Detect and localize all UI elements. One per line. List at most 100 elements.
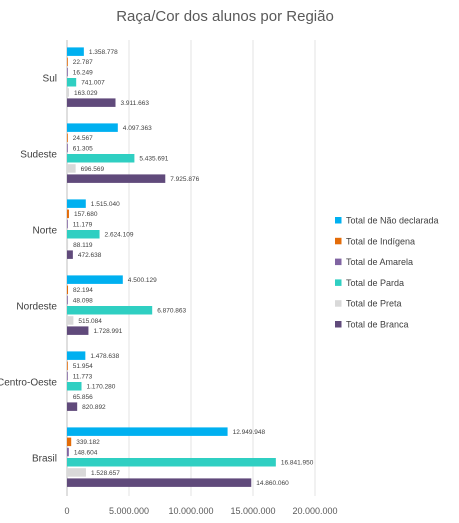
data-label: 163.029 [74, 90, 98, 97]
data-label: 339.182 [76, 439, 100, 446]
bar-total-de-indigena-brasil [67, 437, 72, 447]
legend-swatch-total-de-amarela [335, 258, 342, 266]
bar-total-de-parda-brasil [67, 458, 276, 467]
data-label: 5.435.691 [139, 156, 168, 163]
bar-total-de-preta-brasil [67, 468, 86, 477]
data-label: 148.604 [74, 449, 98, 456]
bar-total-de-preta-nordeste [67, 316, 74, 325]
bar-total-de-amarela-norte [67, 219, 68, 229]
bar-total-de-parda-sudeste [67, 154, 135, 163]
category-label-norte: Norte [33, 226, 58, 237]
bar-total-de-indigena-sudeste [67, 133, 68, 143]
bar-total-de-branca-brasil [67, 478, 252, 487]
bar-total-de-nao-declarada-centro-oeste [67, 351, 86, 360]
bar-total-de-nao-declarada-sudeste [67, 123, 118, 132]
category-label-brasil: Brasil [32, 454, 57, 465]
bar-total-de-branca-centro-oeste [67, 402, 78, 411]
bar-total-de-amarela-brasil [67, 447, 69, 457]
bar-total-de-parda-nordeste [67, 306, 153, 315]
bar-total-de-amarela-centro-oeste [67, 371, 68, 381]
data-label: 4.500.129 [128, 277, 157, 284]
bar-total-de-branca-norte [67, 250, 73, 259]
category-label-sudeste: Sudeste [20, 150, 57, 161]
bar-total-de-preta-norte [67, 240, 69, 249]
x-axis-ticks: 0 5.000.000 10.000.000 15.000.000 20.000.000 [64, 506, 337, 516]
bar-total-de-indigena-centro-oeste [67, 361, 68, 371]
grid-lines [66, 40, 316, 496]
bar-total-de-branca-sul [67, 98, 116, 107]
data-label: 741.007 [81, 80, 105, 87]
legend-swatch-total-de-parda [335, 279, 342, 286]
data-label: 24.567 [73, 135, 93, 142]
data-label: 696.569 [81, 166, 105, 173]
data-label: 1.515.040 [91, 201, 120, 208]
bar-total-de-preta-centro-oeste [67, 392, 68, 401]
data-label: 6.870.863 [157, 308, 186, 315]
bar-total-de-nao-declarada-nordeste [67, 275, 123, 284]
x-tick-label: 15.000.000 [230, 506, 275, 516]
data-label: 157.680 [74, 211, 98, 218]
data-label: 7.925.876 [170, 176, 199, 183]
legend-label-total-de-amarela: Total de Amarela [346, 257, 413, 267]
data-label: 515.084 [78, 318, 102, 325]
data-label: 51.954 [73, 363, 93, 370]
data-label: 1.528.657 [91, 470, 120, 477]
legend-swatch-total-de-branca [335, 321, 342, 328]
data-label: 3.911.663 [121, 100, 150, 107]
x-tick-label: 0 [64, 506, 69, 516]
data-label: 22.787 [73, 59, 93, 66]
bar-total-de-preta-sul [67, 88, 70, 97]
data-label: 88.119 [73, 242, 93, 249]
data-label: 16.841.950 [281, 460, 314, 467]
data-label: 12.949.948 [233, 429, 266, 436]
bar-total-de-amarela-sul [67, 67, 68, 77]
bar-total-de-branca-nordeste [67, 326, 89, 335]
data-label: 61.305 [73, 145, 93, 152]
chart-title: Raça/Cor dos alunos por Região [116, 8, 334, 25]
data-label: 11.179 [73, 221, 93, 228]
bars: 1.358.778 22.787 16.249 741.007 163.029 3.911… [67, 47, 314, 487]
bar-total-de-indigena-sul [67, 57, 68, 67]
category-labels: Sul Sudeste Norte Nordeste Centro-Oeste Brasi… [0, 74, 57, 465]
data-label: 82.194 [73, 287, 93, 294]
legend-swatch-total-de-preta [335, 300, 342, 307]
category-label-sul: Sul [43, 74, 57, 85]
legend-label-total-de-parda: Total de Parda [346, 278, 404, 288]
bar-total-de-indigena-nordeste [67, 285, 69, 295]
bar-total-de-nao-declarada-sul [67, 47, 84, 56]
data-label: 1.728.991 [93, 328, 122, 335]
legend-label-total-de-preta: Total de Preta [346, 299, 402, 309]
bar-total-de-indigena-norte [67, 209, 69, 219]
category-label-centro-oeste: Centro-Oeste [0, 378, 57, 389]
bar-total-de-amarela-sudeste [67, 143, 68, 153]
category-label-nordeste: Nordeste [16, 302, 57, 313]
data-label: 1.170.280 [87, 384, 116, 391]
x-tick-label: 5.000.000 [109, 506, 149, 516]
bar-total-de-nao-declarada-norte [67, 199, 86, 208]
bar-total-de-parda-sul [67, 78, 77, 87]
data-label: 1.478.638 [90, 353, 119, 360]
data-label: 2.624.109 [105, 232, 134, 239]
legend-swatch-total-de-nao-declarada [335, 217, 342, 224]
data-label: 65.856 [73, 394, 93, 401]
legend-swatch-total-de-indigena [335, 237, 342, 245]
legend-label-total-de-indigena: Total de Indígena [346, 236, 415, 246]
bar-total-de-parda-centro-oeste [67, 382, 82, 391]
data-label: 820.892 [82, 404, 106, 411]
bar-total-de-parda-norte [67, 230, 100, 239]
data-label: 4.097.363 [123, 125, 152, 132]
x-tick-label: 20.000.000 [292, 506, 337, 516]
data-label: 14.860.060 [256, 480, 289, 487]
data-label: 472.638 [78, 252, 102, 259]
legend-label-total-de-nao-declarada: Total de Não declarada [346, 216, 439, 226]
data-label: 16.249 [73, 69, 93, 76]
data-label: 1.358.778 [89, 49, 118, 56]
bar-total-de-amarela-nordeste [67, 295, 68, 305]
data-label: 11.773 [73, 373, 93, 380]
bar-total-de-branca-sudeste [67, 174, 166, 183]
legend: Total de Não declarada Total de Indígena T… [335, 216, 439, 330]
legend-label-total-de-branca: Total de Branca [346, 320, 409, 330]
bar-total-de-preta-sudeste [67, 164, 76, 173]
x-tick-label: 10.000.000 [168, 506, 213, 516]
bar-total-de-nao-declarada-brasil [67, 427, 228, 436]
